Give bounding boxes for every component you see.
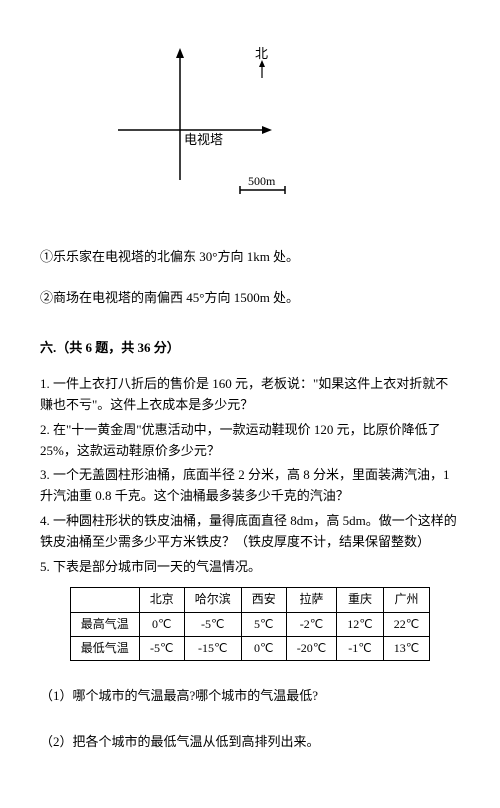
- pre-question-1: ①乐乐家在电视塔的北偏东 30°方向 1km 处。: [40, 247, 460, 268]
- table-cell: -15℃: [184, 636, 241, 660]
- section6-item-2: 2. 在"十一黄金周"优惠活动中，一款运动鞋现价 120 元，比原价降低了25%…: [40, 420, 460, 462]
- center-label: 电视塔: [184, 132, 223, 147]
- table-cell: 22℃: [383, 612, 429, 636]
- table-row: 最高气温 0℃ -5℃ 5℃ -2℃ 12℃ 22℃: [70, 612, 430, 636]
- table-header-cell: 北京: [139, 588, 184, 612]
- table-cell: 13℃: [383, 636, 429, 660]
- section6-item-5: 5. 下表是部分城市同一天的气温情况。: [40, 557, 460, 578]
- table-cell: 最高气温: [70, 612, 139, 636]
- temperature-table: 北京 哈尔滨 西安 拉萨 重庆 广州 最高气温 0℃ -5℃ 5℃ -2℃ 12…: [70, 587, 431, 661]
- table-header-row: 北京 哈尔滨 西安 拉萨 重庆 广州: [70, 588, 430, 612]
- table-header-cell: 哈尔滨: [184, 588, 241, 612]
- section6-item-3: 3. 一个无盖圆柱形油桶，底面半径 2 分米，高 8 分米，里面装满汽油，1 升…: [40, 465, 460, 507]
- section6-item-4: 4. 一种圆柱形状的铁皮油桶，量得底面直径 8dm，高 5dm。做一个这样的铁皮…: [40, 511, 460, 553]
- table-header-cell: 重庆: [337, 588, 383, 612]
- compass-diagram: 北 电视塔 500m: [100, 40, 460, 217]
- table-cell: -1℃: [337, 636, 383, 660]
- table-cell: -5℃: [184, 612, 241, 636]
- pre-question-2: ②商场在电视塔的南偏西 45°方向 1500m 处。: [40, 288, 460, 309]
- table-header-cell: 西安: [241, 588, 286, 612]
- sub-question-1: （1）哪个城市的气温最高?哪个城市的气温最低?: [40, 686, 460, 707]
- table-cell: 5℃: [241, 612, 286, 636]
- table-cell: 最低气温: [70, 636, 139, 660]
- sub-question-2: （2）把各个城市的最低气温从低到高排列出来。: [40, 732, 460, 753]
- table-cell: 0℃: [241, 636, 286, 660]
- table-cell: -2℃: [286, 612, 336, 636]
- table-header-cell: 拉萨: [286, 588, 336, 612]
- section-6-header: 六.（共 6 题，共 36 分）: [40, 338, 460, 359]
- north-label: 北: [255, 46, 268, 61]
- table-header-cell: [70, 588, 139, 612]
- table-cell: 0℃: [139, 612, 184, 636]
- scale-label: 500m: [248, 174, 276, 188]
- table-row: 最低气温 -5℃ -15℃ 0℃ -20℃ -1℃ 13℃: [70, 636, 430, 660]
- section6-item-1: 1. 一件上衣打八折后的售价是 160 元，老板说："如果这件上衣对折就不赚也不…: [40, 374, 460, 416]
- diagram-svg: 北 电视塔 500m: [100, 40, 320, 210]
- table-header-cell: 广州: [383, 588, 429, 612]
- table-cell: 12℃: [337, 612, 383, 636]
- table-cell: -5℃: [139, 636, 184, 660]
- table-cell: -20℃: [286, 636, 336, 660]
